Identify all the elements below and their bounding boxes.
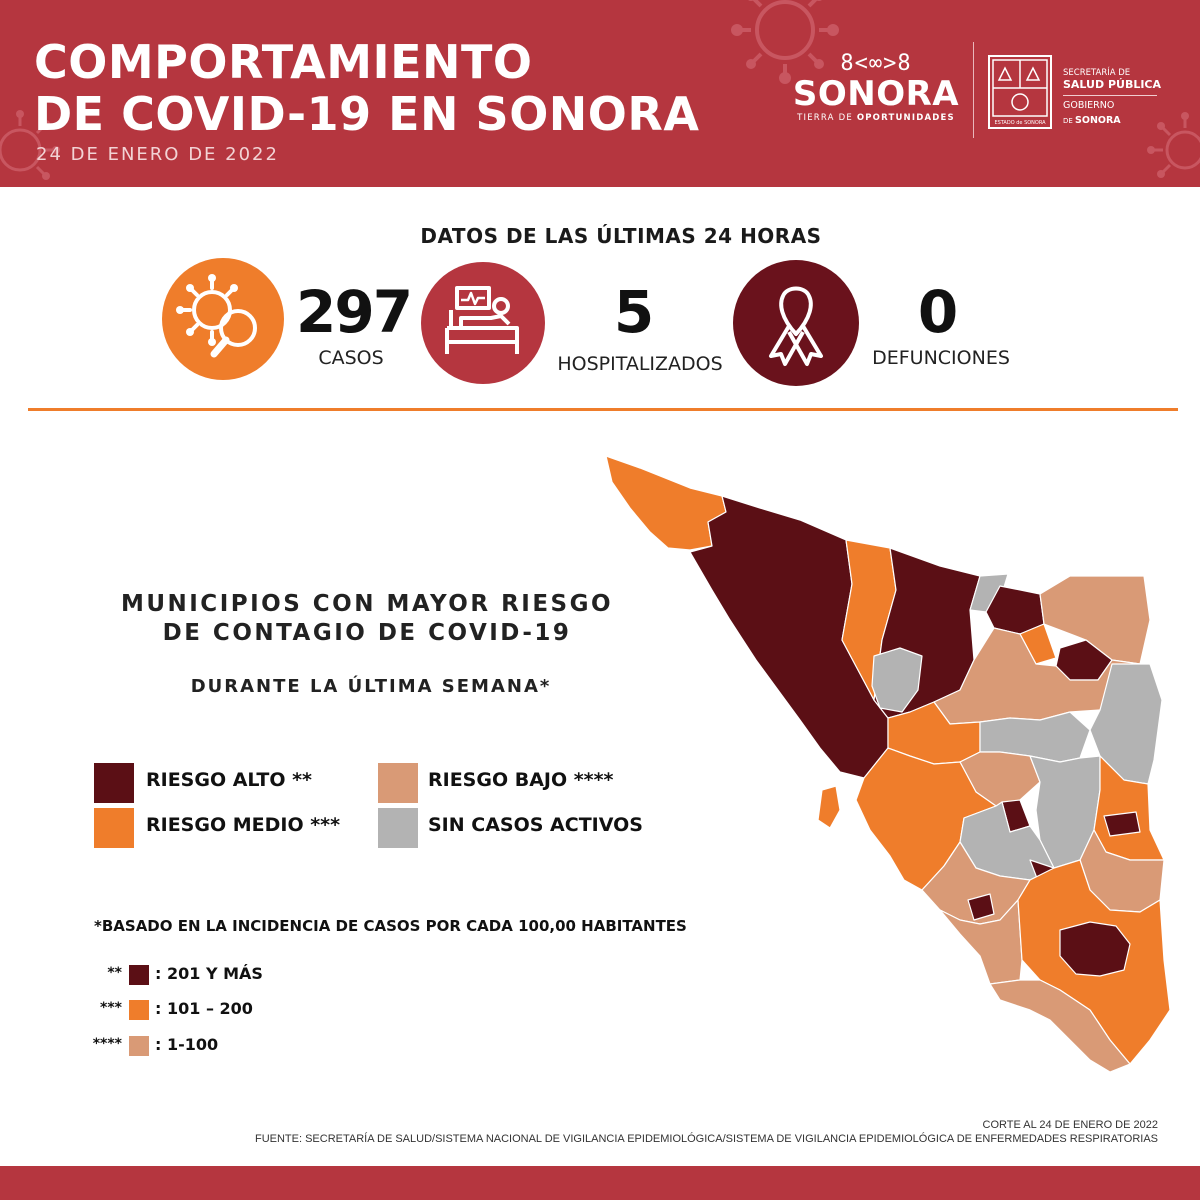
- key-stars-high: **: [107, 965, 122, 981]
- footer-bar: [0, 1166, 1200, 1200]
- sonora-brand-logo: 8<∞>8 SONORA TIERRA DE OPORTUNIDADES: [790, 52, 962, 124]
- key-swatch-low: [129, 1036, 149, 1056]
- section-divider: [28, 408, 1178, 411]
- legend-swatch-none: [378, 808, 418, 848]
- page-title: COMPORTAMIENTO DE COVID-19 EN SONORA: [34, 36, 699, 140]
- legend-label-low: RIESGO BAJO ****: [428, 769, 614, 791]
- hospitalized-label: HOSPITALIZADOS: [557, 353, 723, 375]
- sonora-risk-map: [605, 455, 1171, 1073]
- virus-pattern-icon: [731, 0, 839, 84]
- header-banner: COMPORTAMIENTO DE COVID-19 EN SONORA 24 …: [0, 0, 1200, 187]
- map-region-high: [1103, 811, 1141, 837]
- map-subtitle: DURANTE LA ÚLTIMA SEMANA*: [190, 676, 552, 697]
- map-region-medium: [817, 785, 841, 829]
- logo-divider: [973, 42, 974, 138]
- title-line-1: COMPORTAMIENTO: [34, 35, 533, 89]
- cases-label: CASOS: [318, 347, 384, 369]
- brand-name: SONORA: [792, 74, 960, 114]
- gov-line-3: GOBIERNO: [1063, 100, 1115, 111]
- ribbon-icon: [769, 286, 823, 366]
- key-swatch-medium: [129, 1000, 149, 1020]
- hospital-bed-icon: [445, 286, 519, 354]
- key-stars-low: ****: [92, 1036, 122, 1052]
- gov-line-1: SECRETARÍA DE: [1063, 68, 1131, 78]
- key-range-high: : 201 Y MÁS: [155, 964, 263, 983]
- legend-label-none: SIN CASOS ACTIVOS: [428, 814, 643, 836]
- gov-divider: [1063, 95, 1157, 96]
- map-region-medium: [605, 455, 727, 551]
- key-stars-medium: ***: [100, 1000, 122, 1016]
- health-secretariat-logo: SECRETARÍA DE SALUD PÚBLICA GOBIERNO DE …: [1063, 67, 1161, 127]
- map-region-none: [871, 647, 923, 713]
- source-note: FUENTE: SECRETARÍA DE SALUD/SISTEMA NACI…: [254, 1133, 1158, 1145]
- virus-magnifier-icon: [176, 274, 257, 358]
- map-title: MUNICIPIOS CON MAYOR RIESGO DE CONTAGIO …: [0, 590, 734, 648]
- legend-swatch-medium: [94, 808, 134, 848]
- cases-icon-circle: [162, 258, 284, 380]
- gov-line-4: DE SONORA: [1063, 115, 1121, 126]
- brand-glyph: 8<∞>8: [840, 51, 912, 76]
- virus-pattern-icon: [1147, 112, 1200, 178]
- legend-swatch-low: [378, 763, 418, 803]
- hospitalized-value: 5: [613, 278, 654, 346]
- key-range-medium: : 101 – 200: [155, 999, 253, 1018]
- brand-tagline: TIERRA DE OPORTUNIDADES: [797, 113, 955, 123]
- cutoff-date: CORTE AL 24 DE ENERO DE 2022: [982, 1119, 1158, 1131]
- cases-value: 297: [296, 278, 413, 346]
- deaths-label: DEFUNCIONES: [872, 347, 1010, 369]
- legend-label-high: RIESGO ALTO **: [146, 769, 312, 791]
- map-title-line-2: DE CONTAGIO DE COVID-19: [162, 620, 572, 646]
- map-region-low: [989, 979, 1131, 1073]
- incidence-note: *BASADO EN LA INCIDENCIA DE CASOS POR CA…: [94, 917, 687, 935]
- legend-label-medium: RIESGO MEDIO ***: [146, 814, 341, 836]
- title-line-2: DE COVID-19 EN SONORA: [34, 87, 700, 141]
- report-date: 24 DE ENERO DE 2022: [36, 144, 279, 165]
- virus-pattern-icon: [0, 110, 60, 180]
- gov-line-2: SALUD PÚBLICA: [1063, 78, 1162, 91]
- key-range-low: : 1-100: [155, 1035, 219, 1054]
- map-region-high: [1059, 921, 1131, 977]
- deaths-icon-circle: [733, 260, 859, 386]
- key-swatch-high: [129, 965, 149, 985]
- legend-swatch-high: [94, 763, 134, 803]
- map-region-high: [967, 893, 995, 921]
- deaths-value: 0: [917, 278, 958, 346]
- map-title-line-1: MUNICIPIOS CON MAYOR RIESGO: [120, 591, 614, 617]
- hospital-icon-circle: [421, 262, 545, 384]
- shield-caption: ESTADO de SONORA: [994, 120, 1046, 126]
- coat-of-arms-icon: ESTADO de SONORA: [988, 55, 1052, 129]
- stats-title: DATOS DE LAS ÚLTIMAS 24 HORAS: [420, 224, 822, 248]
